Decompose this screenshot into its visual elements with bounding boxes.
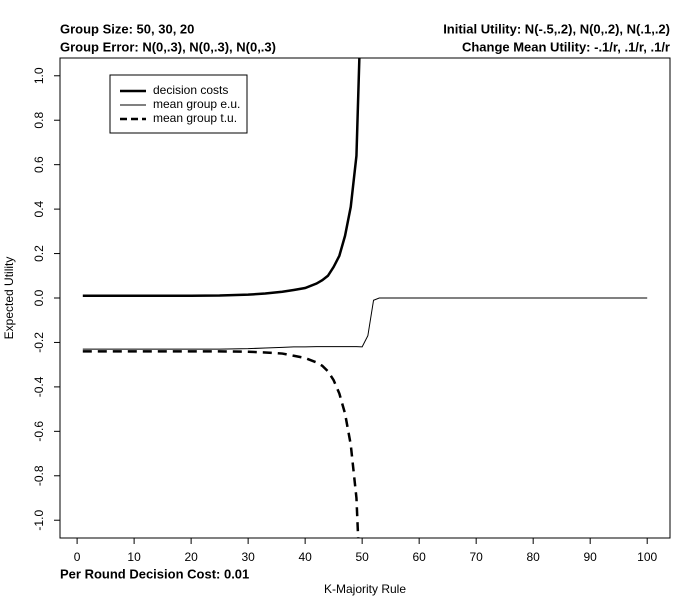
x-tick-label: 20 [184, 550, 198, 564]
legend-label: mean group e.u. [153, 97, 240, 111]
y-tick-label: 0.6 [32, 156, 46, 173]
x-tick-label: 100 [637, 550, 657, 564]
x-tick-label: 30 [241, 550, 255, 564]
header-right: Initial Utility: N(-.5,.2), N(0,.2), N(.… [443, 21, 670, 36]
y-tick-label: -0.8 [32, 465, 46, 486]
footer: Per Round Decision Cost: 0.01 [60, 566, 249, 581]
legend-label: mean group t.u. [153, 111, 237, 125]
x-tick-label: 60 [412, 550, 426, 564]
x-tick-label: 50 [355, 550, 369, 564]
x-tick-label: 10 [127, 550, 141, 564]
y-tick-label: 0.0 [32, 289, 46, 306]
y-axis-label: Expected Utility [2, 257, 16, 340]
header-left: Group Size: 50, 30, 20 [60, 21, 194, 36]
legend-box [109, 74, 248, 134]
header-left: Group Error: N(0,.3), N(0,.3), N(0,.3) [60, 39, 276, 54]
y-tick-label: -0.2 [32, 332, 46, 353]
plot-area [82, 58, 648, 538]
x-tick-label: 40 [298, 550, 312, 564]
x-tick-label: 90 [584, 550, 598, 564]
x-tick-label: 80 [526, 550, 540, 564]
series-line [82, 350, 360, 538]
y-tick-label: 1.0 [32, 67, 46, 84]
x-tick-label: 0 [74, 550, 81, 564]
y-tick-label: -0.4 [32, 376, 46, 397]
series-line [82, 297, 648, 350]
y-tick-label: 0.8 [32, 112, 46, 129]
y-tick-label: 0.2 [32, 245, 46, 262]
y-tick-label: -0.6 [32, 421, 46, 442]
y-tick-label: 0.4 [32, 200, 46, 217]
x-axis-label: K-Majority Rule [324, 582, 406, 596]
header-right: Change Mean Utility: -.1/r, .1/r, .1/r [462, 39, 670, 54]
legend-label: decision costs [153, 83, 228, 97]
series-line [82, 58, 361, 298]
y-tick-label: -1.0 [32, 510, 46, 531]
x-tick-label: 70 [469, 550, 483, 564]
